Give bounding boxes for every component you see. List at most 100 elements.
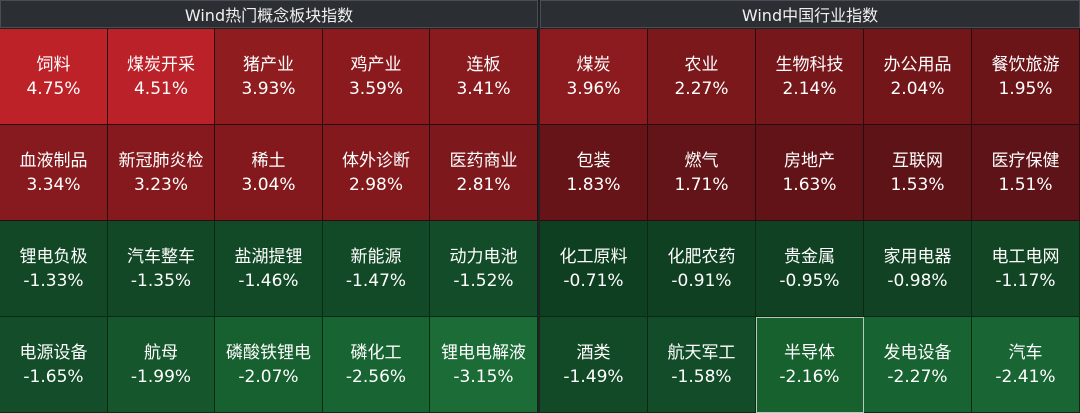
sector-tile[interactable]: 新能源 -1.47% (323, 221, 430, 317)
sector-tile[interactable]: 新冠肺炎检 3.23% (108, 125, 215, 221)
sector-tile[interactable]: 包装 1.83% (540, 125, 648, 221)
sector-tile[interactable]: 生物科技 2.14% (756, 29, 864, 125)
sector-name: 磷酸铁锂电 (226, 342, 311, 363)
sector-change-percent: -0.91% (671, 270, 732, 291)
sector-tile[interactable]: 航母 -1.99% (108, 317, 215, 413)
sector-change-percent: -0.98% (887, 270, 948, 291)
sector-change-percent: -1.49% (563, 366, 624, 387)
sector-change-percent: 3.04% (241, 174, 296, 195)
sector-tile[interactable]: 医药商业 2.81% (430, 125, 538, 221)
sector-name: 电源设备 (19, 342, 88, 363)
sector-tile[interactable]: 动力电池 -1.52% (430, 221, 538, 317)
sector-name: 化肥农药 (667, 246, 736, 267)
sector-tile[interactable]: 煤炭 3.96% (540, 29, 648, 125)
sector-tile[interactable]: 家用电器 -0.98% (864, 221, 972, 317)
sector-tile[interactable]: 饲料 4.75% (0, 29, 108, 125)
industry-index-panel: Wind中国行业指数 煤炭 3.96% 农业 2.27% 生物科技 2.14% 办公用品 2.… (540, 0, 1080, 413)
sector-change-percent: 3.23% (133, 174, 188, 195)
sector-change-percent: -2.16% (779, 366, 840, 387)
sector-name: 新能源 (350, 246, 402, 267)
sector-name: 连板 (466, 54, 501, 75)
sector-name: 化工原料 (559, 246, 628, 267)
sector-tile[interactable]: 猪产业 3.93% (215, 29, 323, 125)
sector-tile[interactable]: 稀土 3.04% (215, 125, 323, 221)
sector-name: 家用电器 (883, 246, 952, 267)
sector-name: 锂电电解液 (441, 342, 526, 363)
sector-tile[interactable]: 连板 3.41% (430, 29, 538, 125)
sector-tile[interactable]: 磷化工 -2.56% (323, 317, 430, 413)
sector-name: 医疗保健 (991, 150, 1060, 171)
sector-change-percent: 3.59% (348, 78, 403, 99)
sector-name: 动力电池 (449, 246, 518, 267)
sector-tile[interactable]: 办公用品 2.04% (864, 29, 972, 125)
sector-name: 新冠肺炎检 (118, 150, 204, 171)
panel-title: Wind中国行业指数 (540, 0, 1080, 28)
sector-change-percent: -3.15% (453, 366, 514, 387)
sector-name: 包装 (576, 150, 611, 171)
sector-name: 办公用品 (883, 54, 952, 75)
sector-tile[interactable]: 医疗保健 1.51% (972, 125, 1080, 221)
sector-name: 电工电网 (991, 246, 1060, 267)
sector-tile[interactable]: 半导体 -2.16% (756, 317, 864, 413)
sector-tile[interactable]: 盐湖提锂 -1.46% (215, 221, 323, 317)
sector-tile[interactable]: 电源设备 -1.65% (0, 317, 108, 413)
sector-change-percent: 4.51% (133, 78, 188, 99)
sector-change-percent: -1.47% (345, 270, 407, 291)
sector-tile[interactable]: 酒类 -1.49% (540, 317, 648, 413)
sector-tile[interactable]: 贵金属 -0.95% (756, 221, 864, 317)
sector-tile[interactable]: 农业 2.27% (648, 29, 756, 125)
sector-change-percent: 1.53% (890, 174, 945, 195)
sector-name: 农业 (684, 54, 719, 75)
sector-change-percent: -1.35% (130, 270, 192, 291)
sector-tile[interactable]: 餐饮旅游 1.95% (972, 29, 1080, 125)
sector-name: 煤炭开采 (127, 54, 195, 75)
sector-tile[interactable]: 发电设备 -2.27% (864, 317, 972, 413)
sector-tile[interactable]: 煤炭开采 4.51% (108, 29, 215, 125)
sector-tile[interactable]: 锂电电解液 -3.15% (430, 317, 538, 413)
sector-name: 发电设备 (883, 342, 952, 363)
sector-tile[interactable]: 汽车整车 -1.35% (108, 221, 215, 317)
sector-change-percent: 2.81% (456, 174, 511, 195)
sector-name: 体外诊断 (342, 150, 410, 171)
sector-change-percent: 2.98% (348, 174, 403, 195)
sector-name: 稀土 (251, 150, 286, 171)
sector-change-percent: -1.58% (671, 366, 732, 387)
sector-change-percent: -2.41% (995, 366, 1056, 387)
sector-tile[interactable]: 电工电网 -1.17% (972, 221, 1080, 317)
sector-tile[interactable]: 磷酸铁锂电 -2.07% (215, 317, 323, 413)
sector-change-percent: 3.93% (241, 78, 296, 99)
sector-name: 煤炭 (576, 54, 611, 75)
sector-tile[interactable]: 房地产 1.63% (756, 125, 864, 221)
sector-tile[interactable]: 血液制品 3.34% (0, 125, 108, 221)
sector-change-percent: -0.71% (563, 270, 624, 291)
sector-tile[interactable]: 体外诊断 2.98% (323, 125, 430, 221)
concept-sector-panel: Wind热门概念板块指数 饲料 4.75% 煤炭开采 4.51% 猪产业 3.93% 鸡产业… (0, 0, 538, 413)
sector-change-percent: -2.27% (887, 366, 948, 387)
sector-change-percent: -2.07% (238, 366, 299, 387)
concept-tile-grid: 饲料 4.75% 煤炭开采 4.51% 猪产业 3.93% 鸡产业 3.59% 连板 3.41% 血… (0, 29, 538, 413)
sector-tile[interactable]: 燃气 1.71% (648, 125, 756, 221)
sector-change-percent: -1.46% (238, 270, 299, 291)
sector-name: 航母 (144, 342, 178, 363)
sector-change-percent: 2.04% (890, 78, 945, 99)
sector-change-percent: 1.71% (674, 174, 729, 195)
sector-name: 猪产业 (243, 54, 294, 75)
sector-change-percent: -2.56% (345, 366, 407, 387)
sector-change-percent: -0.95% (779, 270, 840, 291)
sector-tile[interactable]: 化肥农药 -0.91% (648, 221, 756, 317)
sector-name: 互联网 (892, 150, 943, 171)
sector-tile[interactable]: 航天军工 -1.58% (648, 317, 756, 413)
sector-name: 盐湖提锂 (234, 246, 303, 267)
sector-change-percent: 1.51% (998, 174, 1053, 195)
sector-tile[interactable]: 汽车 -2.41% (972, 317, 1080, 413)
sector-tile[interactable]: 锂电负极 -1.33% (0, 221, 108, 317)
sector-tile[interactable]: 互联网 1.53% (864, 125, 972, 221)
sector-tile[interactable]: 化工原料 -0.71% (540, 221, 648, 317)
sector-name: 餐饮旅游 (991, 54, 1060, 75)
sector-name: 生物科技 (775, 54, 844, 75)
sector-name: 房地产 (784, 150, 835, 171)
sector-change-percent: 3.34% (26, 174, 81, 195)
sector-change-percent: 2.14% (782, 78, 837, 99)
sector-tile[interactable]: 鸡产业 3.59% (323, 29, 430, 125)
